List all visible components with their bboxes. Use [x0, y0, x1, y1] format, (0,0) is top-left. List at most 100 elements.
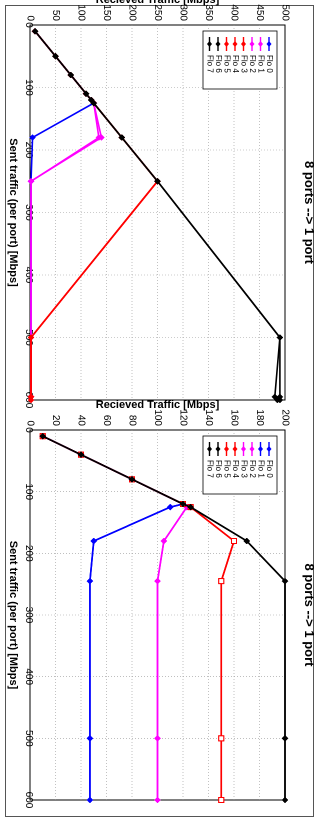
- y-tick-label: 140: [203, 409, 214, 426]
- data-point: [154, 177, 161, 185]
- data-point: [52, 52, 59, 60]
- legend-marker: [249, 41, 255, 47]
- data-point: [281, 577, 289, 585]
- legend-label: Flo 3: [239, 55, 248, 73]
- legend-marker: [215, 446, 221, 452]
- y-tick-label: 60: [101, 415, 112, 427]
- y-tick-label: 20: [50, 415, 61, 427]
- x-axis-label: Sent traffic (per port) [Mbps]: [7, 541, 19, 690]
- legend-label: Flo 2: [248, 460, 257, 478]
- legend-marker: [241, 41, 246, 47]
- x-tick-label: 600: [23, 792, 34, 809]
- data-point: [86, 796, 94, 804]
- data-point: [29, 134, 36, 141]
- data-point: [160, 537, 168, 545]
- x-tick-label: 100: [23, 483, 34, 500]
- y-axis-label: Recieved Traffic [Mbps]: [96, 0, 220, 6]
- data-point: [218, 735, 225, 742]
- legend-marker: [258, 446, 263, 452]
- chart-1: 0 50 100 150 200 250 300 350 400 450 500 0 100 200 300…: [7, 0, 317, 409]
- data-point: [273, 396, 281, 404]
- data-point: [90, 99, 98, 107]
- legend-marker: [207, 446, 212, 452]
- x-tick-label: 300: [23, 204, 34, 221]
- chart-2: 0 20 40 60 80 100 120 140 160 180 200 0 100 200 300 400…: [7, 399, 317, 809]
- y-tick-label: 40: [75, 415, 86, 427]
- legend-label: Flo 1: [256, 460, 265, 478]
- x-tick-label: 0: [23, 427, 34, 433]
- y-tick-label: 100: [75, 4, 86, 21]
- x-tick-label: 100: [23, 79, 34, 96]
- y-tick-label: 200: [126, 4, 137, 21]
- y-tick-label: 150: [101, 4, 112, 21]
- data-point: [86, 577, 94, 585]
- data-point: [86, 734, 94, 742]
- data-point: [281, 734, 289, 742]
- data-point: [187, 503, 195, 511]
- x-tick-label: 500: [23, 730, 34, 747]
- data-point: [243, 537, 251, 545]
- legend-label: Flo 6: [214, 460, 223, 478]
- x-axis-label: Sent traffic (per port) [Mbps]: [7, 138, 19, 287]
- y-tick-label: 50: [50, 10, 61, 22]
- data-point: [27, 334, 35, 341]
- data-point: [90, 537, 98, 545]
- y-tick-label: 0: [24, 15, 35, 21]
- legend-marker: [258, 41, 263, 47]
- y-tick-label: 100: [152, 409, 163, 426]
- chart-title: 8 ports --> 1 port: [302, 564, 317, 668]
- y-axis-label: Recieved Traffic [Mbps]: [96, 399, 220, 411]
- y-tick-label: 120: [177, 409, 188, 426]
- legend-marker: [266, 41, 272, 47]
- y-tick-label: 200: [279, 409, 290, 426]
- figure-frame: [5, 5, 314, 817]
- x-tick-label: 0: [23, 22, 34, 28]
- legend-marker: [232, 446, 238, 452]
- x-tick-label: 400: [23, 267, 34, 284]
- data-point: [118, 134, 126, 141]
- legend-label: Flo 7: [205, 460, 214, 478]
- y-tick-label: 0: [24, 420, 35, 426]
- x-tick-label: 200: [23, 142, 34, 159]
- legend-label: Flo 4: [231, 55, 240, 73]
- data-point: [179, 500, 187, 508]
- legend-label: Flo 7: [205, 55, 214, 73]
- data-point: [154, 796, 161, 804]
- data-point: [77, 451, 85, 459]
- data-point: [154, 577, 161, 585]
- y-tick-label: 180: [254, 409, 265, 426]
- y-tick-label: 80: [126, 415, 137, 427]
- y-tick-label: 500: [279, 4, 290, 21]
- legend-marker: [266, 446, 272, 452]
- y-tick-label: 400: [228, 4, 239, 21]
- legend-box: [202, 435, 278, 495]
- legend-box: [202, 30, 278, 90]
- y-tick-label: 350: [203, 4, 214, 21]
- data-point: [27, 396, 35, 404]
- data-point: [67, 71, 75, 79]
- legend-marker: [249, 446, 255, 452]
- legend-marker: [232, 41, 238, 47]
- legend-marker: [215, 41, 221, 47]
- legend-label: Flo 3: [239, 460, 248, 478]
- legend-label: Flo 4: [231, 460, 240, 478]
- chart-title: 8 ports --> 1 port: [302, 161, 317, 265]
- legend-marker: [241, 446, 246, 452]
- data-point: [31, 27, 39, 35]
- legend-label: Flo 5: [222, 460, 231, 478]
- x-tick-label: 300: [23, 607, 34, 624]
- y-tick-label: 250: [152, 4, 163, 21]
- legend-label: Flo 5: [222, 55, 231, 73]
- data-point: [276, 334, 284, 341]
- legend-label: Flo 1: [256, 55, 265, 73]
- data-point: [95, 134, 103, 141]
- legend-label: Flo 6: [214, 55, 223, 73]
- legend-marker: [224, 41, 229, 47]
- legend-label: Flo 0: [265, 460, 274, 478]
- y-tick-label: 300: [177, 4, 188, 21]
- x-tick-label: 400: [23, 668, 34, 685]
